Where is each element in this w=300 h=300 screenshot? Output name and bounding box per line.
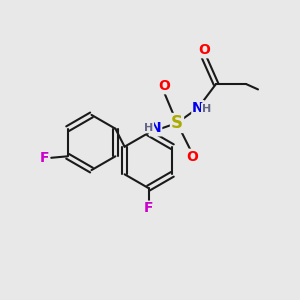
Text: H: H — [144, 122, 153, 133]
Text: O: O — [158, 80, 170, 93]
Text: O: O — [198, 44, 210, 57]
Text: N: N — [192, 101, 204, 115]
Text: F: F — [40, 151, 49, 165]
Text: F: F — [144, 202, 153, 215]
Text: S: S — [171, 114, 183, 132]
Text: H: H — [202, 103, 211, 114]
Text: O: O — [186, 150, 198, 164]
Text: N: N — [150, 122, 161, 135]
